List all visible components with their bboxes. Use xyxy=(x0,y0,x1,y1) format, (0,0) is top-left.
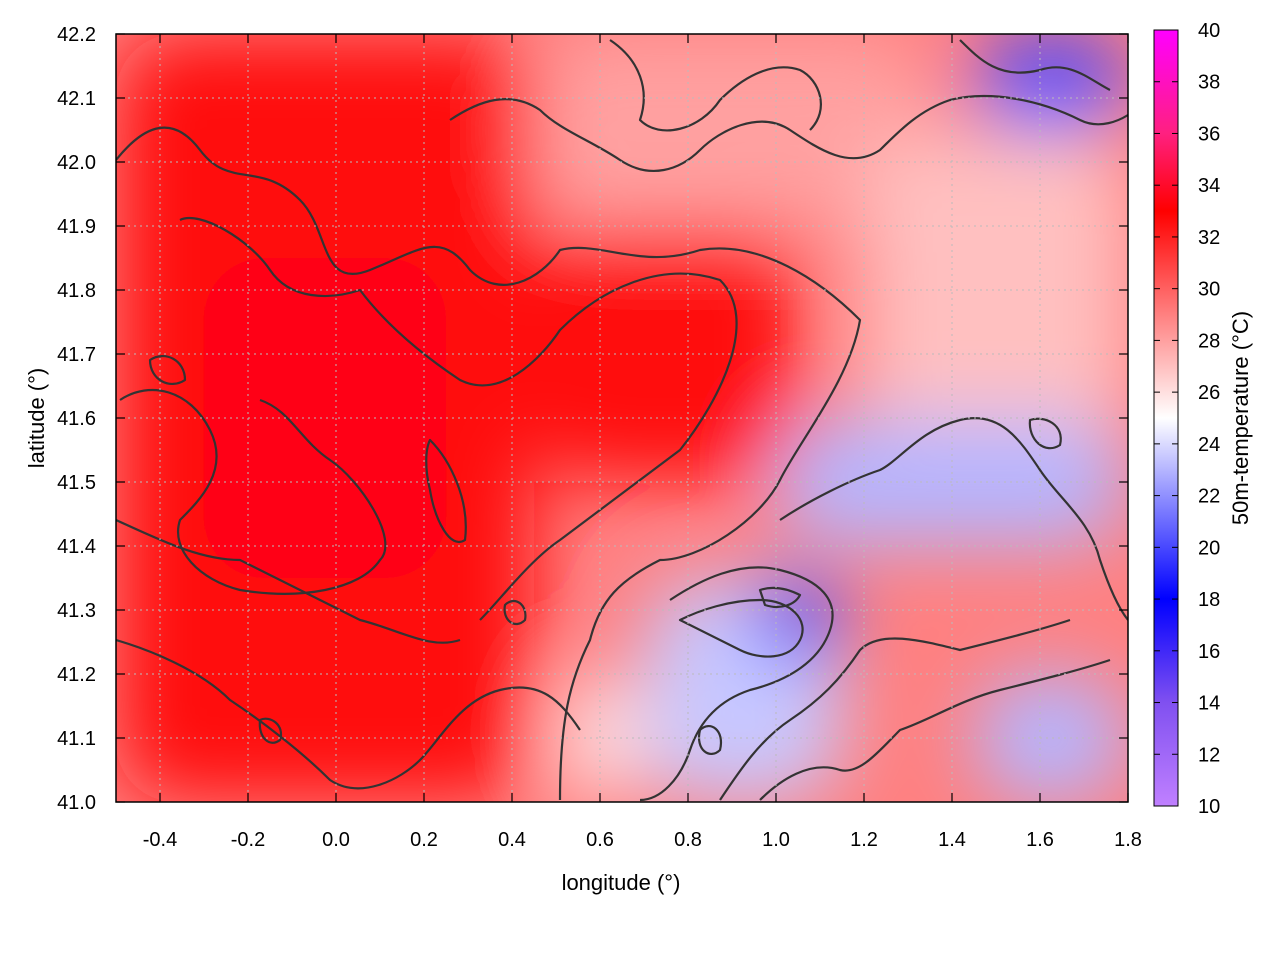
contour-lines xyxy=(116,39,1128,802)
y-tick-label: 41.2 xyxy=(57,664,96,686)
heatmap-cell xyxy=(204,258,446,578)
x-tick-label: -0.2 xyxy=(231,829,265,851)
x-tick-label: -0.4 xyxy=(143,829,177,851)
contour-line xyxy=(425,438,467,543)
contour-line xyxy=(116,518,461,644)
grid-lines xyxy=(116,34,1128,802)
contour-line xyxy=(503,599,527,626)
contour-line xyxy=(758,586,802,609)
contour-line xyxy=(116,126,862,801)
contour-line xyxy=(179,217,738,621)
colorbar-label: 50m-temperature (°C) xyxy=(1228,311,1253,525)
colorbar-tick-label: 34 xyxy=(1198,175,1220,197)
heatmap-cell xyxy=(534,34,930,226)
x-axis-label: longitude (°) xyxy=(562,870,681,895)
contour-line xyxy=(639,566,834,802)
heatmap-cell xyxy=(974,674,1128,802)
y-tick-label: 41.3 xyxy=(57,600,96,622)
colorbar-tick-label: 14 xyxy=(1198,693,1220,715)
colorbar-tick-label: 38 xyxy=(1198,72,1220,94)
y-tick-label: 41.4 xyxy=(57,536,96,558)
x-tick-label: 0.6 xyxy=(586,829,614,851)
y-axis-ticks: 41.0 41.1 41.2 41.3 41.4 41.5 41.6 41.7 41.8 41.9… xyxy=(57,24,1128,814)
x-tick-label: 0.8 xyxy=(674,829,702,851)
colorbar-tick-label: 24 xyxy=(1198,434,1220,456)
y-tick-label: 41.8 xyxy=(57,280,96,302)
colorbar-tick-label: 20 xyxy=(1198,537,1220,559)
colorbar-ticks: 10 12 14 16 18 20 22 24 26 28 30 32 34 36 38 40 xyxy=(1154,20,1220,818)
x-axis-ticks: -0.4 -0.2 0.0 0.2 0.4 0.6 0.8 1.0 1.2 1.4 1.6 1.8 xyxy=(143,34,1142,851)
y-tick-label: 41.9 xyxy=(57,216,96,238)
colorbar-tick-label: 26 xyxy=(1198,382,1220,404)
contour-line xyxy=(719,618,1071,801)
x-tick-label: 1.2 xyxy=(850,829,878,851)
x-tick-label: 0.4 xyxy=(498,829,526,851)
colorbar-tick-label: 36 xyxy=(1198,123,1220,145)
y-tick-label: 41.6 xyxy=(57,408,96,430)
x-tick-label: 0.2 xyxy=(410,829,438,851)
x-tick-label: 1.4 xyxy=(938,829,966,851)
x-tick-label: 1.0 xyxy=(762,829,790,851)
y-tick-label: 42.2 xyxy=(57,24,96,46)
contour-line xyxy=(116,638,581,790)
contour-line xyxy=(119,388,387,595)
contour-line xyxy=(1028,417,1062,450)
colorbar-tick-label: 12 xyxy=(1198,744,1220,766)
y-tick-label: 41.1 xyxy=(57,728,96,750)
contour-line xyxy=(148,354,187,386)
colorbar-tick-label: 18 xyxy=(1198,589,1220,611)
y-tick-label: 42.1 xyxy=(57,88,96,110)
x-tick-label: 1.8 xyxy=(1114,829,1142,851)
y-tick-label: 41.7 xyxy=(57,344,96,366)
heatmap-cell xyxy=(864,130,1128,450)
colorbar-tick-label: 16 xyxy=(1198,641,1220,663)
y-tick-label: 42.0 xyxy=(57,152,96,174)
colorbar-tick-label: 30 xyxy=(1198,279,1220,301)
colorbar-tick-label: 22 xyxy=(1198,486,1220,508)
contour-line xyxy=(258,717,283,744)
contour-line xyxy=(697,725,723,755)
x-tick-label: 0.0 xyxy=(322,829,350,851)
colorbar-tick-label: 10 xyxy=(1198,796,1220,818)
x-tick-label: 1.6 xyxy=(1026,829,1054,851)
colorbar-tick-label: 32 xyxy=(1198,227,1220,249)
colorbar-tick-label: 28 xyxy=(1198,330,1220,352)
contour-line xyxy=(779,417,1128,621)
contour-line xyxy=(678,598,804,658)
contour-line xyxy=(449,94,1128,172)
contour-line xyxy=(609,39,822,132)
heatmap-cell xyxy=(754,578,842,662)
y-tick-label: 41.5 xyxy=(57,472,96,494)
y-axis-label: latitude (°) xyxy=(24,368,49,469)
y-tick-label: 41.0 xyxy=(57,792,96,814)
colorbar xyxy=(1153,29,1179,807)
contour-line xyxy=(759,658,1111,801)
colorbar-tick-label: 40 xyxy=(1198,20,1220,42)
heatmap-cell xyxy=(974,34,1128,130)
